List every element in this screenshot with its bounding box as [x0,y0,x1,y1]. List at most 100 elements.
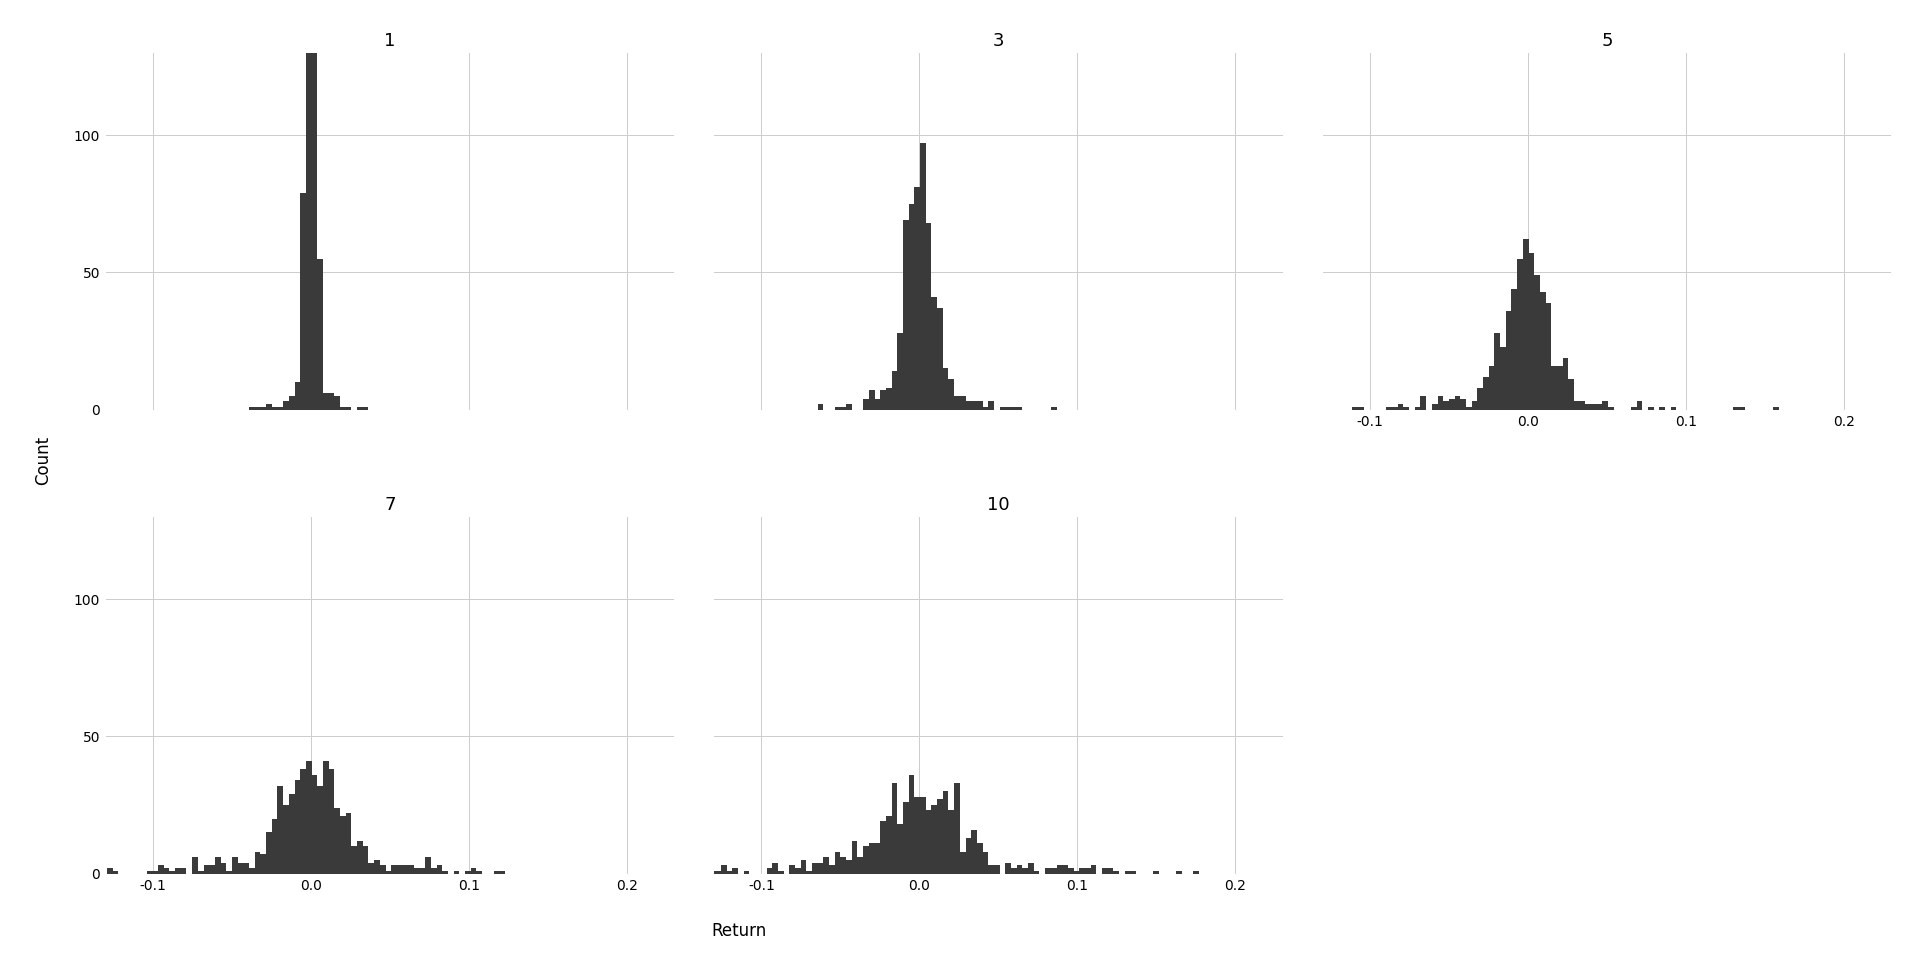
Bar [879,822,885,874]
Bar [1505,311,1511,410]
Bar [1033,871,1039,874]
Bar [1450,398,1455,410]
Bar [1500,347,1505,410]
Bar [1482,376,1488,410]
Bar [931,805,937,874]
Bar [920,143,925,410]
Bar [885,816,891,874]
Bar [255,852,261,874]
Bar [1546,302,1551,410]
Bar [726,871,732,874]
Bar [902,220,908,410]
Bar [192,857,198,874]
Bar [1432,404,1438,410]
Bar [1670,407,1676,410]
Title: 3: 3 [993,32,1004,50]
Bar [1352,407,1357,410]
Bar [499,871,505,874]
Bar [163,868,169,874]
Bar [278,785,282,874]
Bar [369,863,374,874]
Bar [812,863,818,874]
Bar [1455,396,1461,410]
Bar [430,868,436,874]
Bar [1131,871,1137,874]
Bar [1050,407,1056,410]
Bar [1018,865,1023,874]
Bar [948,379,954,410]
Bar [983,852,989,874]
Bar [778,871,783,874]
Bar [897,333,902,410]
Bar [914,797,920,874]
Bar [1609,407,1615,410]
Bar [493,871,499,874]
Bar [966,838,972,874]
Bar [710,871,716,874]
Bar [1023,868,1027,874]
Bar [209,865,215,874]
Bar [795,868,801,874]
Title: 1: 1 [384,32,396,50]
Bar [273,407,278,410]
Bar [841,857,847,874]
Bar [920,797,925,874]
Bar [1630,407,1636,410]
Bar [357,841,363,874]
Bar [1574,401,1580,410]
Bar [1444,401,1450,410]
Bar [732,868,737,874]
Bar [824,857,829,874]
Bar [426,857,430,874]
Bar [1386,407,1392,410]
Bar [415,868,420,874]
Bar [278,407,282,410]
Bar [972,401,977,410]
Bar [937,800,943,874]
Bar [146,871,152,874]
Bar [215,857,221,874]
Bar [1125,871,1131,874]
Bar [879,391,885,410]
Bar [300,193,305,410]
Bar [722,865,726,874]
Bar [1569,379,1574,410]
Bar [966,401,972,410]
Bar [267,832,273,874]
Title: 7: 7 [384,495,396,514]
Bar [305,761,311,874]
Bar [960,396,966,410]
Bar [346,813,351,874]
Bar [829,865,835,874]
Bar [1523,239,1528,410]
Bar [1044,868,1050,874]
Bar [1494,333,1500,410]
Bar [317,785,323,874]
Bar [818,863,824,874]
Bar [169,871,175,874]
Bar [1603,401,1609,410]
Bar [476,871,482,874]
Bar [1357,407,1363,410]
Bar [282,401,288,410]
Bar [885,388,891,410]
Bar [870,844,874,874]
Bar [340,816,346,874]
Bar [250,407,255,410]
Bar [328,394,334,410]
Bar [1471,401,1476,410]
Bar [835,407,841,410]
Bar [914,187,920,410]
Bar [852,841,858,874]
Bar [380,865,386,874]
Bar [1557,366,1563,410]
Bar [1154,871,1160,874]
Bar [267,404,273,410]
Bar [1392,407,1398,410]
Bar [989,865,995,874]
Bar [743,871,749,874]
Title: 5: 5 [1601,32,1613,50]
Bar [288,396,294,410]
Bar [255,407,261,410]
Bar [1006,407,1012,410]
